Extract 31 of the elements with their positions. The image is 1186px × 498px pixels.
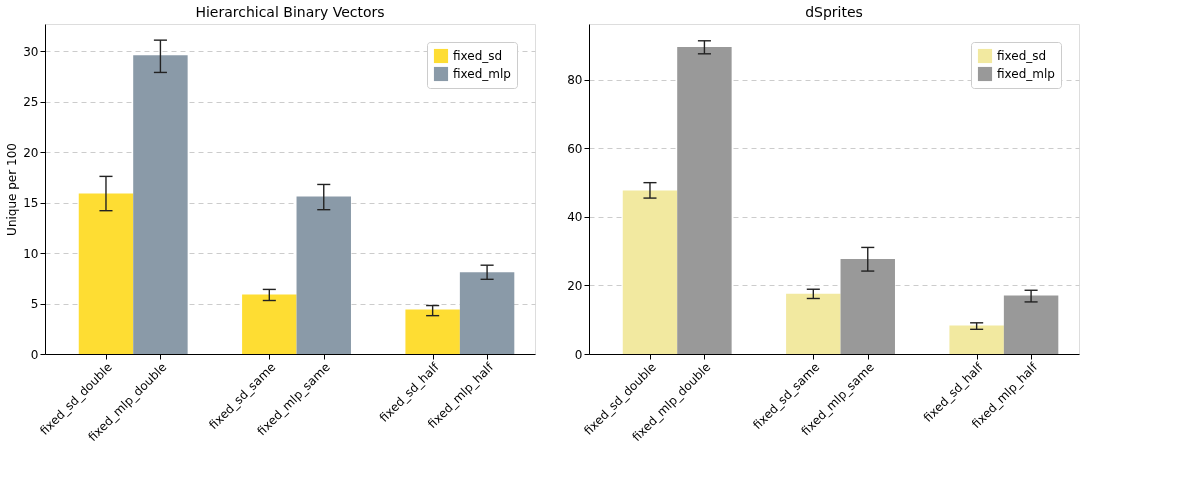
- bar: [242, 294, 297, 354]
- y-tick-label: 0: [30, 347, 39, 362]
- y-tick-label: 40: [567, 210, 583, 225]
- bar: [133, 55, 188, 354]
- y-tick-label: 30: [23, 44, 39, 59]
- bar: [1003, 295, 1059, 354]
- y-tick-label: 60: [567, 141, 583, 156]
- bar: [949, 325, 1004, 354]
- bar: [78, 193, 134, 354]
- legend-label: fixed_mlp: [453, 67, 511, 81]
- y-tick-label: 0: [574, 347, 583, 362]
- legend-label: fixed_mlp: [997, 67, 1055, 81]
- y-tick-label: 15: [23, 196, 39, 211]
- bar: [786, 293, 841, 354]
- bar: [405, 309, 460, 354]
- y-tick-label: 5: [30, 297, 39, 312]
- bar: [459, 272, 515, 354]
- legend-label: fixed_sd: [453, 49, 503, 63]
- legend-label: fixed_sd: [997, 49, 1047, 63]
- chart-title: Hierarchical Binary Vectors: [195, 4, 385, 20]
- y-tick-label: 10: [23, 246, 39, 261]
- bar: [622, 190, 678, 354]
- bar: [840, 259, 895, 354]
- y-tick-label: 80: [567, 73, 583, 88]
- chart-title: dSprites: [805, 4, 863, 20]
- y-tick-label: 20: [23, 145, 39, 160]
- bar: [296, 196, 351, 354]
- bar: [677, 46, 732, 354]
- y-axis-title: Unique per 100: [5, 143, 20, 236]
- y-tick-label: 25: [23, 95, 39, 110]
- y-tick-label: 20: [567, 278, 583, 293]
